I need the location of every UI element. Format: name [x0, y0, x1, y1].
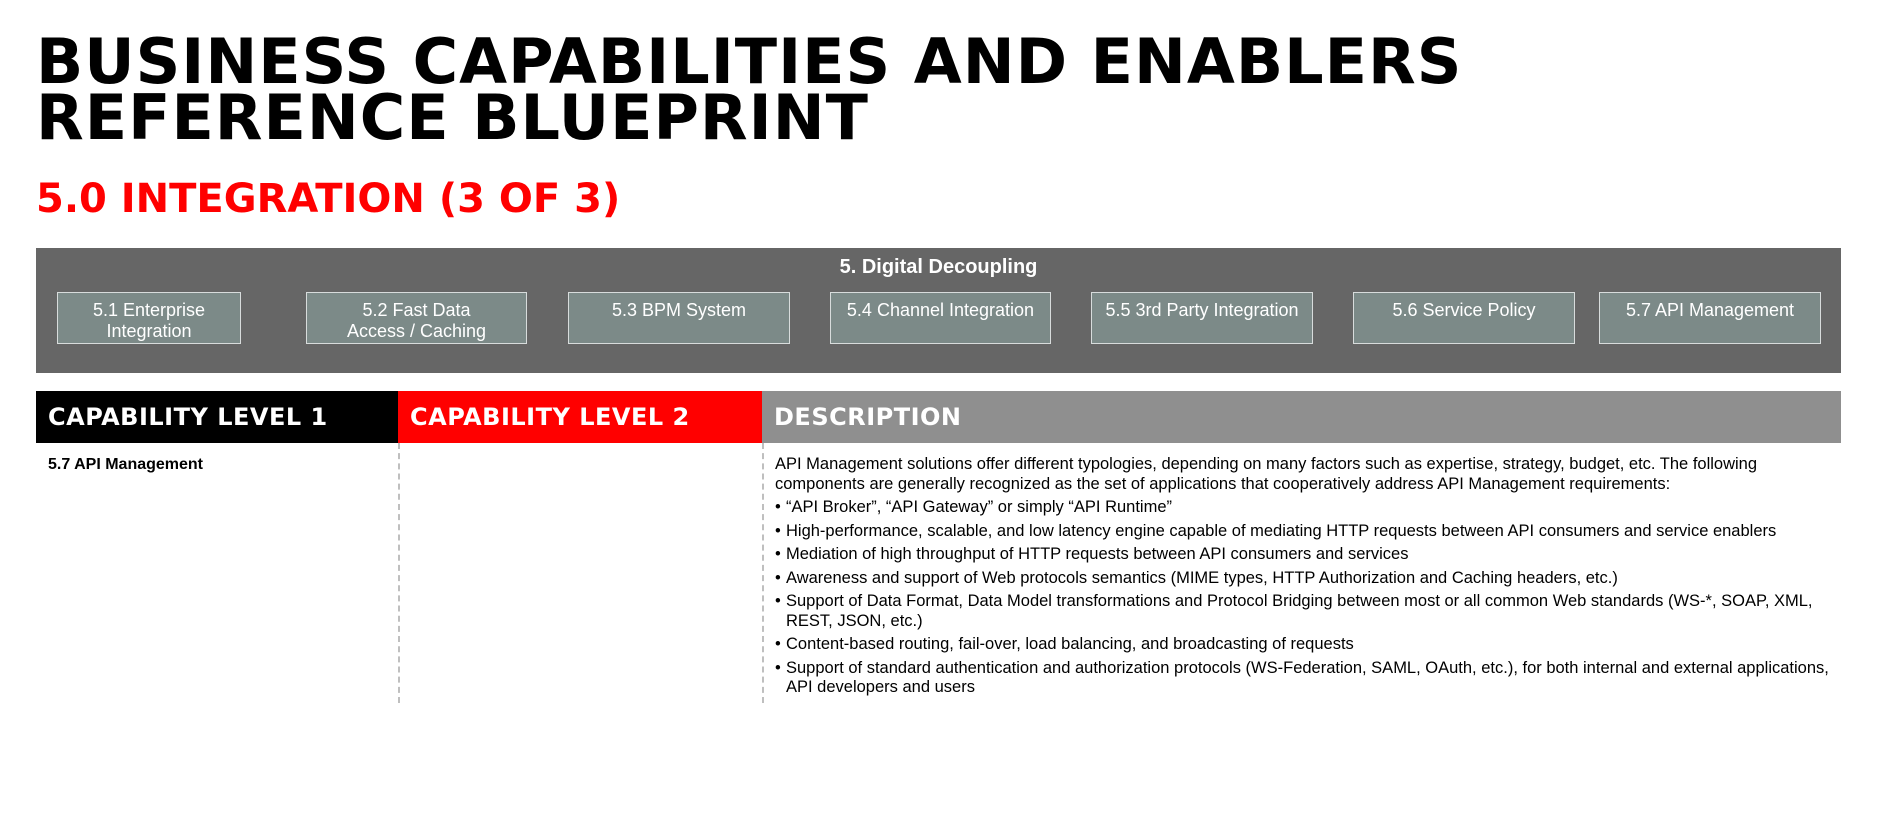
description-bullet: • Awareness and support of Web protocols …	[775, 569, 1830, 589]
cell-capability-level-1: 5.7 API Management	[48, 456, 204, 473]
bullet-text: High-performance, scalable, and low late…	[786, 521, 1777, 540]
description-bullet: • Support of Data Format, Data Model tran…	[775, 592, 1830, 631]
description-intro: API Management solutions offer different…	[775, 455, 1758, 493]
description-bullet: • High-performance, scalable, and low lat…	[775, 522, 1830, 542]
capability-box-5-7: 5.7 API Management	[1599, 292, 1821, 344]
bullet-icon: •	[775, 658, 781, 677]
capability-box-5-2: 5.2 Fast Data Access / Caching	[306, 292, 527, 344]
bullet-icon: •	[775, 635, 781, 653]
section-subtitle: 5.0 INTEGRATION (3 OF 3)	[36, 176, 621, 222]
bullet-icon: •	[775, 545, 781, 563]
capability-box-label: 5.7 API Management	[1625, 300, 1795, 320]
bullet-text: Support of Data Format, Data Model trans…	[786, 592, 1813, 630]
bullet-text: Content-based routing, fail-over, load b…	[786, 635, 1354, 653]
bullet-text: Mediation of high throughput of HTTP req…	[786, 545, 1409, 563]
column-divider	[762, 443, 764, 703]
bullet-text: Support of standard authentication and a…	[786, 658, 1829, 697]
bullet-text: Awareness and support of Web protocols s…	[786, 568, 1618, 587]
capability-box-label: 5.1 Enterprise Integration	[92, 300, 206, 341]
bullet-icon: •	[775, 498, 781, 516]
description-bullet-list: • “API Broker”, “API Gateway” or simply “…	[775, 498, 1830, 698]
header-capability-level-2: CAPABILITY LEVEL 2	[398, 391, 762, 443]
capability-box-5-5: 5.5 3rd Party Integration	[1091, 292, 1313, 344]
description-bullet: • Content-based routing, fail-over, load …	[775, 635, 1830, 655]
bullet-icon: •	[775, 592, 781, 610]
capability-box-label: 5.3 BPM System	[611, 300, 747, 320]
capability-box-label: 5.4 Channel Integration	[846, 300, 1035, 320]
column-divider	[398, 443, 400, 703]
header-description: DESCRIPTION	[762, 391, 1841, 443]
capability-box-label: 5.5 3rd Party Integration	[1105, 300, 1299, 320]
bullet-text: “API Broker”, “API Gateway” or simply “A…	[786, 498, 1173, 516]
description-bullet: • “API Broker”, “API Gateway” or simply “…	[775, 498, 1830, 518]
band-title: 5. Digital Decoupling	[839, 256, 1038, 278]
capability-box-5-3: 5.3 BPM System	[568, 292, 790, 344]
capability-box-label: 5.6 Service Policy	[1392, 300, 1536, 320]
digital-decoupling-band: 5. Digital Decoupling 5.1 Enterprise Int…	[36, 248, 1841, 373]
capability-box-5-6: 5.6 Service Policy	[1353, 292, 1575, 344]
page-title: BUSINESS CAPABILITIES AND ENABLERS REFER…	[36, 25, 1463, 154]
capability-box-5-4: 5.4 Channel Integration	[830, 292, 1051, 344]
page-title-line-1: BUSINESS CAPABILITIES AND ENABLERS	[36, 25, 1463, 98]
description-bullet: • Support of standard authentication and …	[775, 659, 1830, 698]
bullet-icon: •	[775, 521, 781, 540]
header-capability-level-1: CAPABILITY LEVEL 1	[36, 391, 398, 443]
capability-box-label-2: Access / Caching	[346, 321, 487, 341]
bullet-icon: •	[775, 568, 781, 587]
cell-description: API Management solutions offer different…	[775, 455, 1830, 702]
page-title-line-2: REFERENCE BLUEPRINT	[36, 81, 869, 154]
capability-box-label: 5.2 Fast Data	[362, 300, 471, 320]
description-bullet: • Mediation of high throughput of HTTP re…	[775, 545, 1830, 565]
capability-box-5-1: 5.1 Enterprise Integration	[57, 292, 241, 344]
